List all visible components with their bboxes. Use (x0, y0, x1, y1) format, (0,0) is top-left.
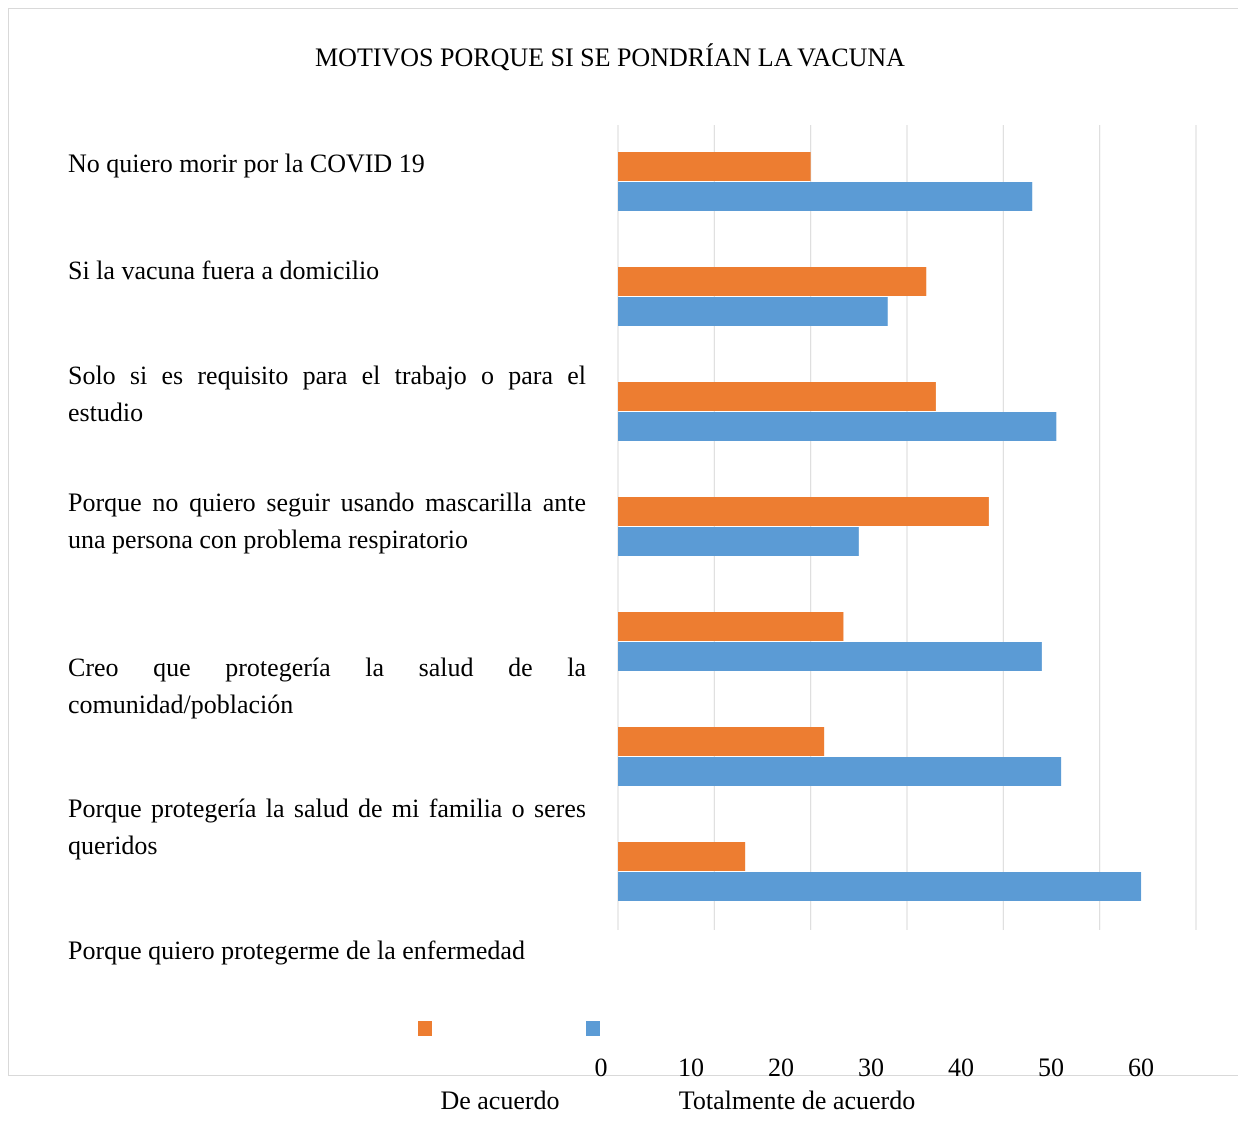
x-tick-label: 30 (858, 1053, 884, 1082)
legend-swatch (586, 1021, 600, 1036)
category-label: Porque quiero protegerme de la enfermeda… (68, 936, 525, 965)
bar (618, 382, 936, 411)
x-tick-label: 10 (678, 1053, 704, 1082)
x-tick-label: 60 (1128, 1053, 1154, 1082)
category-label: Si la vacuna fuera a domicilio (68, 256, 380, 285)
bar (618, 152, 811, 181)
bar (618, 497, 989, 526)
bar (618, 182, 1033, 211)
bar (618, 872, 1142, 901)
x-tick-label: 40 (948, 1053, 974, 1082)
bar (618, 842, 746, 871)
bar (618, 297, 888, 326)
x-tick-label: 20 (768, 1053, 794, 1082)
category-label: Porque no quiero seguir usando mascarill… (68, 488, 586, 554)
category-label: Solo si es requisito para el trabajo o p… (68, 361, 586, 427)
category-label: No quiero morir por la COVID 19 (68, 149, 425, 178)
x-tick-label: 0 (595, 1053, 608, 1082)
bar (618, 727, 825, 756)
chart-title: MOTIVOS PORQUE SI SE PONDRÍAN LA VACUNA (315, 43, 905, 72)
bar (618, 757, 1062, 786)
bar (618, 612, 844, 641)
x-tick-label: 50 (1038, 1053, 1064, 1082)
bar (618, 527, 859, 556)
legend-label: De acuerdo (440, 1086, 559, 1115)
legend-swatch (418, 1021, 432, 1036)
category-label: Creo que protegería la salud de la comun… (68, 653, 586, 719)
bar (618, 642, 1042, 671)
chart-frame (8, 8, 1238, 1076)
bar (618, 412, 1057, 441)
category-label: Porque protegería la salud de mi familia… (68, 794, 586, 860)
bar (618, 267, 927, 296)
legend-label: Totalmente de acuerdo (679, 1086, 915, 1115)
